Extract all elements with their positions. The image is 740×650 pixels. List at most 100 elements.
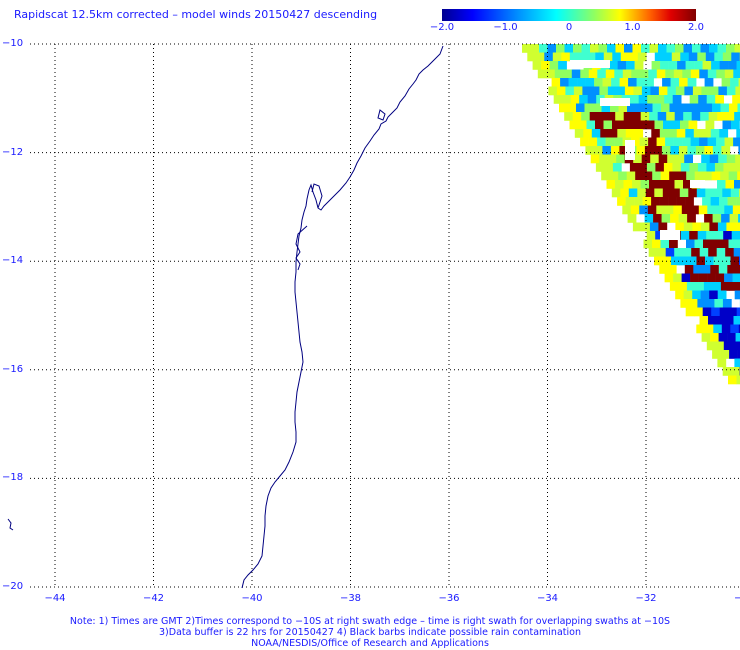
swath-cell <box>585 146 595 155</box>
swath-cell <box>603 52 613 62</box>
swath-cell <box>711 307 720 317</box>
swath-cell <box>651 61 661 70</box>
swath-cell <box>717 44 727 53</box>
swath-cell <box>694 239 704 249</box>
swath-cell <box>632 112 641 121</box>
swath-cell <box>696 256 706 266</box>
swath-cell <box>722 188 732 198</box>
swath-cell <box>736 307 740 317</box>
colorbar <box>442 9 696 21</box>
swath-cell <box>698 95 707 104</box>
swath-cell <box>640 112 650 121</box>
swath-cell <box>638 95 648 104</box>
swath-cell <box>576 103 585 113</box>
swath-cell <box>658 86 668 96</box>
swath-cell <box>645 188 655 198</box>
swath-cell <box>609 61 618 70</box>
swath-cell <box>737 239 740 249</box>
swath-cell <box>675 86 685 96</box>
swath-cell <box>632 44 642 53</box>
swath-cell <box>680 163 690 172</box>
swath-cell <box>724 273 733 283</box>
swath-cell <box>675 154 685 164</box>
swath-cell <box>629 163 639 172</box>
swath-cell <box>564 44 574 53</box>
swath-cell <box>658 154 668 164</box>
swath-cell <box>689 163 699 172</box>
swath-cell <box>688 188 698 198</box>
swath-cell <box>693 265 703 274</box>
swath-cell <box>719 61 729 70</box>
swath-cell <box>733 316 740 325</box>
swath-cell <box>713 188 723 198</box>
swath-cell <box>674 112 684 121</box>
swath-cell <box>664 95 673 104</box>
swath-cell <box>729 350 738 359</box>
swath-cell <box>735 265 740 274</box>
swath-cell <box>559 103 568 113</box>
swath-cell <box>690 273 699 283</box>
swath-cell <box>735 86 740 96</box>
swath-cell <box>577 78 586 87</box>
colorbar-tick-label: 1.0 <box>624 22 641 33</box>
swath-cell <box>735 333 740 342</box>
swath-cell <box>646 163 656 172</box>
swath-cell <box>692 86 702 96</box>
swath-cell <box>692 44 701 53</box>
swath-cell <box>667 86 677 96</box>
swath-cell <box>608 129 618 138</box>
swath-cell <box>673 137 683 147</box>
swath-cell <box>628 78 637 87</box>
swath-cell <box>673 69 683 79</box>
swath-cell <box>712 282 722 291</box>
swath-cell <box>737 103 740 113</box>
swath-gap <box>600 98 630 106</box>
swath-cell <box>708 112 718 121</box>
swath-cell <box>617 197 626 206</box>
swath-cell <box>556 86 566 96</box>
swath-cell <box>711 61 720 70</box>
swath-cell <box>618 103 628 113</box>
swath-cell <box>694 61 703 70</box>
swath-cell <box>622 69 632 79</box>
swath-cell <box>724 69 734 79</box>
swath-cell <box>667 154 676 164</box>
swath-cell <box>699 248 709 257</box>
swath-cell <box>627 214 637 223</box>
swath-cell <box>684 265 694 274</box>
swath-cell <box>654 52 664 62</box>
swath-cell <box>539 44 548 53</box>
swath-cell <box>631 137 640 147</box>
swath-cell <box>707 205 717 215</box>
swath-cell <box>709 154 719 164</box>
swath-cell <box>690 137 700 147</box>
swath-cell <box>677 61 686 70</box>
swath-cell <box>720 282 730 291</box>
swath-cell <box>558 61 567 70</box>
swath-cell <box>714 163 724 172</box>
swath-cell <box>715 95 724 104</box>
swath-cell <box>584 103 594 113</box>
colorbar-tick-label: 2.0 <box>688 22 704 33</box>
swath-cell <box>704 146 714 155</box>
swath-cell <box>684 86 694 96</box>
swath-cell <box>734 180 740 189</box>
swath-cell <box>636 78 646 87</box>
swath-cell <box>723 231 732 240</box>
swath-cell <box>660 61 669 70</box>
swath-cell <box>719 197 728 206</box>
swath-cell <box>658 44 667 53</box>
swath-cell <box>738 324 740 334</box>
swath-cell <box>637 120 647 130</box>
swath-cell <box>593 103 602 113</box>
swath-cell <box>666 180 675 189</box>
swath-cell <box>556 44 565 53</box>
note-line-1: Note: 1) Times are GMT 2)Times correspon… <box>69 616 671 627</box>
swath-cell <box>730 188 740 198</box>
swath-cell <box>573 86 583 96</box>
swath-cell <box>707 69 717 79</box>
swath-cell <box>658 222 668 232</box>
swath-cell <box>737 350 740 359</box>
swath-cell <box>679 78 688 87</box>
